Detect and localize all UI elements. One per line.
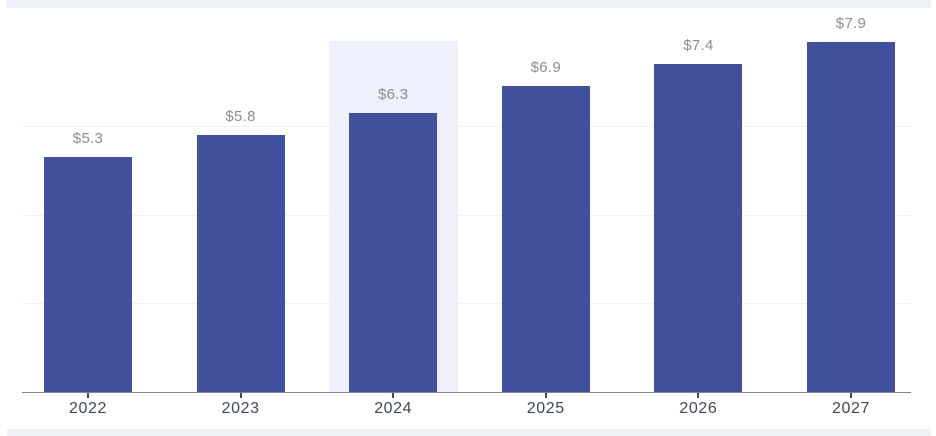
axis-tick (87, 393, 89, 398)
axis-tick (697, 393, 700, 398)
x-axis-line (22, 392, 911, 393)
bar-2027[interactable] (807, 42, 895, 392)
bar-value-label: $5.3 (72, 130, 104, 148)
bar-value-label: $5.8 (225, 108, 256, 126)
axis-tick (392, 393, 395, 398)
x-axis-label: 2025 (526, 400, 565, 417)
axis-tick (850, 393, 852, 398)
gridline (22, 303, 911, 304)
x-axis-label: 2023 (221, 400, 260, 417)
bar-2024[interactable] (349, 112, 438, 392)
axis-tick (239, 393, 242, 398)
gridline (22, 215, 911, 216)
bar-value-label: $7.9 (835, 15, 867, 33)
axis-tick (544, 393, 547, 398)
bottom-strip (7, 429, 931, 436)
x-axis-label: 2022 (69, 400, 107, 417)
bar-value-label: $6.9 (530, 59, 561, 77)
top-strip (6, 0, 931, 8)
bar-value-label: $6.3 (377, 85, 409, 103)
bar-2022[interactable] (44, 157, 132, 392)
x-axis-label: 2027 (832, 400, 870, 417)
x-axis-label: 2026 (679, 400, 718, 417)
bar-2023[interactable] (196, 135, 285, 392)
bar-2026[interactable] (654, 64, 743, 392)
gridline (22, 126, 911, 127)
bar-value-label: $7.4 (683, 37, 714, 55)
bar-2025[interactable] (501, 86, 590, 392)
x-axis-label: 2024 (374, 400, 413, 417)
